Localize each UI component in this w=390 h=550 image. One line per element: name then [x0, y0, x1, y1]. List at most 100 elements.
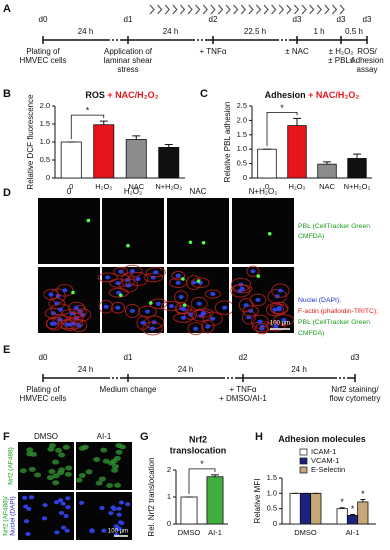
pbl [86, 218, 91, 223]
title-highlight: + NAC/H₂O₂ [308, 90, 359, 100]
cell [75, 477, 83, 483]
nucleus [105, 275, 111, 280]
nucleus [63, 514, 69, 519]
micrograph [38, 267, 100, 333]
nucleus [210, 316, 216, 321]
f-actin [238, 297, 254, 313]
chevron [202, 4, 209, 15]
day-label: d2 [239, 353, 248, 362]
chart-title: Adhesion molecules [278, 434, 366, 444]
y-tick-label: 1.5 [267, 473, 277, 482]
error-bar [164, 144, 173, 148]
duration-label: 24 h [291, 365, 307, 374]
f-actin [142, 321, 163, 336]
nucleus [41, 516, 48, 521]
cell [34, 472, 42, 478]
cell [52, 480, 60, 486]
column-header: DMSO [34, 432, 58, 441]
f-actin [266, 321, 286, 332]
cell [98, 476, 106, 482]
event-label: assay [357, 65, 378, 74]
cell [102, 458, 110, 464]
nucleus [64, 528, 70, 533]
bar [299, 492, 312, 525]
cell [30, 451, 38, 457]
event-label: + DMSO/AI-1 [219, 394, 267, 403]
f-actin [269, 301, 289, 314]
duration-label: 24 h [178, 365, 194, 374]
error-bar [132, 135, 141, 140]
row-label: Nuclei (DAPI) [10, 496, 17, 535]
panel-label: F [3, 431, 10, 443]
nucleus [200, 310, 207, 315]
day-label: d1 [124, 15, 133, 24]
chart-title: Adhesion + NAC/H₂O₂ [265, 90, 360, 100]
nucleus [116, 512, 122, 517]
event-label: flow cytometry [329, 394, 380, 403]
f-actin [48, 297, 66, 310]
panel-label: A [3, 3, 11, 15]
x-tick-label: 0 [69, 182, 73, 191]
column-header: AI-1 [97, 432, 112, 441]
x-tick-label: AI-1 [346, 528, 360, 537]
x-tick-label: N+H₂O₂ [155, 182, 182, 191]
x-tick-label: DMSO [294, 528, 317, 537]
nucleus [125, 502, 131, 507]
nucleus [108, 511, 114, 516]
cell [58, 452, 66, 458]
cell [55, 447, 63, 453]
nucleus [65, 505, 71, 510]
nucleus [175, 280, 181, 285]
f-actin [169, 277, 188, 288]
significance: * [86, 105, 90, 115]
bar [257, 148, 277, 179]
error-bar [99, 120, 108, 125]
cell [28, 466, 36, 472]
f-actin [110, 301, 125, 314]
error-bar [323, 161, 331, 165]
bar [158, 146, 180, 179]
x-tick-label: AI-1 [208, 528, 222, 537]
f-actin [113, 266, 129, 277]
nucleus [60, 525, 67, 530]
event-label: + TNFα [200, 47, 227, 56]
y-axis-label: Relative DCF fluorescence [26, 94, 35, 190]
pbl [126, 243, 130, 248]
f-actin [138, 305, 157, 318]
x-tick-label: H₂O₂ [288, 182, 305, 191]
nucleus [126, 283, 132, 288]
y-axis-label: Rel. Nrf2 translocation [147, 457, 156, 536]
pbl [118, 293, 123, 298]
nucleus [175, 273, 181, 278]
nucleus [78, 500, 85, 505]
scale-label: 100 µm [270, 321, 290, 327]
day-label: d0 [39, 353, 48, 362]
chart-title: ROS + NAC/H₂O₂ [85, 90, 158, 100]
nucleus [272, 307, 278, 312]
nucleus [73, 305, 79, 310]
nucleus [51, 321, 58, 326]
f-actin [183, 309, 198, 320]
cell [95, 480, 103, 486]
chevron [331, 4, 338, 15]
chart-title: translocation [170, 445, 227, 455]
cell [106, 483, 114, 489]
nucleus [153, 270, 159, 275]
bar [287, 125, 307, 179]
nucleus [22, 495, 28, 500]
f-actin [71, 318, 88, 333]
bar [60, 141, 82, 179]
bar [357, 501, 369, 525]
chevron [217, 4, 224, 15]
nucleus [273, 324, 279, 329]
nucleus [118, 269, 124, 274]
nucleus [118, 500, 125, 505]
day-label: d0 [39, 15, 48, 24]
cell [93, 456, 101, 462]
pbl [182, 303, 187, 307]
bar [310, 492, 322, 525]
f-actin [232, 284, 253, 294]
nucleus [281, 318, 287, 323]
nucleus [28, 495, 35, 500]
chevron [149, 4, 155, 15]
